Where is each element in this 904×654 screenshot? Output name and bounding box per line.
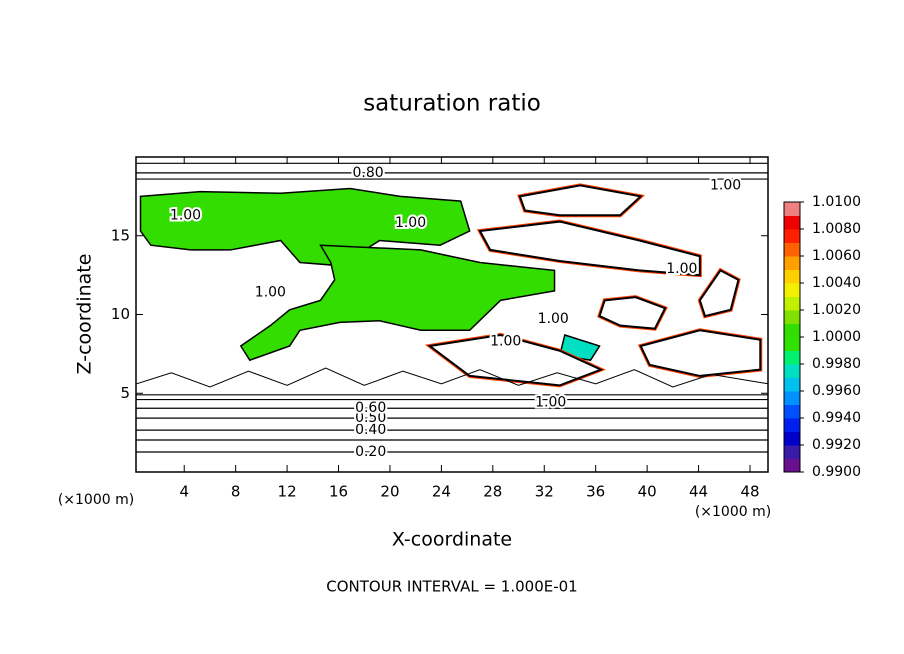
x-tick-label: 40: [638, 483, 657, 501]
x-axis-label: X-coordinate: [392, 529, 512, 551]
wavy-contour: [136, 367, 768, 388]
contour-label: 1.00: [395, 215, 426, 231]
filled-region: [239, 244, 556, 362]
x-tick-label: 44: [689, 483, 708, 501]
colorbar-swatch: [784, 337, 800, 351]
x-tick-label: 8: [231, 483, 241, 501]
colorbar-swatch: [784, 377, 800, 392]
y-tick-label: 5: [120, 384, 130, 402]
contour-label: 0.40: [355, 422, 386, 438]
y-unit: (×1000 m): [58, 492, 134, 508]
x-unit: (×1000 m): [695, 504, 771, 520]
x-tick-label: 4: [179, 483, 189, 501]
x-tick-label: 28: [483, 483, 502, 501]
closed-contour: [639, 329, 762, 377]
colorbar-swatch: [784, 202, 800, 216]
closed-contour: [598, 296, 667, 330]
colorbar-swatch: [784, 215, 800, 230]
contour-label: 0.80: [353, 165, 384, 181]
colorbar-swatch: [784, 229, 800, 243]
contour-label: 1.00: [710, 177, 741, 193]
colorbar-tick-label: 1.0100: [812, 194, 861, 210]
colorbar-tick-label: 1.0040: [812, 275, 861, 291]
colorbar-swatch: [784, 458, 800, 473]
x-tick-label: 36: [586, 483, 605, 501]
plot-area: 0.20 0.400.500.60 0.80 1.00 1.00 1.00 1.00 1.00…: [136, 162, 768, 462]
colorbar-swatch: [784, 431, 800, 446]
colorbar-swatch: [784, 242, 800, 257]
footnote: CONTOUR INTERVAL = 1.000E-01: [326, 578, 577, 596]
closed-contour: [478, 220, 701, 277]
colorbar-tick-label: 0.9940: [812, 410, 861, 426]
colorbar-swatch: [784, 364, 800, 378]
colorbar-swatch: [784, 296, 800, 311]
contour-label: 1.00: [170, 207, 201, 223]
colorbar-tick-label: 1.0000: [812, 329, 861, 345]
closed-contour: [518, 184, 643, 217]
colorbar-swatch: [784, 445, 800, 459]
closed-contour: [698, 269, 740, 318]
contour-label: 1.00: [538, 311, 569, 327]
x-tick-label: 48: [740, 483, 759, 501]
contour-label: 1.00: [666, 261, 697, 277]
filled-region: [139, 187, 471, 267]
y-tick-label: 15: [111, 226, 130, 244]
y-axis-label: Z-coordinate: [74, 254, 96, 375]
colorbar-swatch: [784, 404, 800, 419]
colorbar-swatch: [784, 418, 800, 432]
contour-label: 0.50: [355, 410, 386, 426]
chart-title: saturation ratio: [363, 91, 541, 117]
colorbar-swatch: [784, 269, 800, 284]
colorbar-tick-label: 0.9980: [812, 356, 861, 372]
colorbar-swatch: [784, 283, 800, 297]
colorbar-swatch: [784, 323, 800, 338]
colorbar-swatch: [784, 350, 800, 365]
contour-label: 1.00: [255, 284, 286, 300]
colorbar-tick-label: 1.0080: [812, 221, 861, 237]
contour-label: 0.20: [355, 444, 386, 460]
x-tick-label: 16: [329, 483, 348, 501]
colorbar-tick-label: 0.9920: [812, 437, 861, 453]
colorbar-swatch: [784, 310, 800, 324]
x-tick-label: 24: [432, 483, 451, 501]
contour-label: 0.60: [355, 400, 386, 416]
colorbar-tick-label: 1.0060: [812, 248, 861, 264]
y-tick-label: 10: [111, 305, 130, 323]
x-tick-label: 20: [380, 483, 399, 501]
x-tick-label: 12: [278, 483, 297, 501]
contour-label: 1.00: [535, 395, 566, 411]
colorbar-tick-label: 1.0020: [812, 302, 861, 318]
colorbar-tick-label: 0.9900: [812, 464, 861, 480]
colorbar-swatch: [784, 391, 800, 405]
contour-label: 1.00: [490, 333, 521, 349]
colorbar-tick-label: 0.9960: [812, 383, 861, 399]
colorbar-swatch: [784, 256, 800, 270]
x-tick-label: 32: [535, 483, 554, 501]
